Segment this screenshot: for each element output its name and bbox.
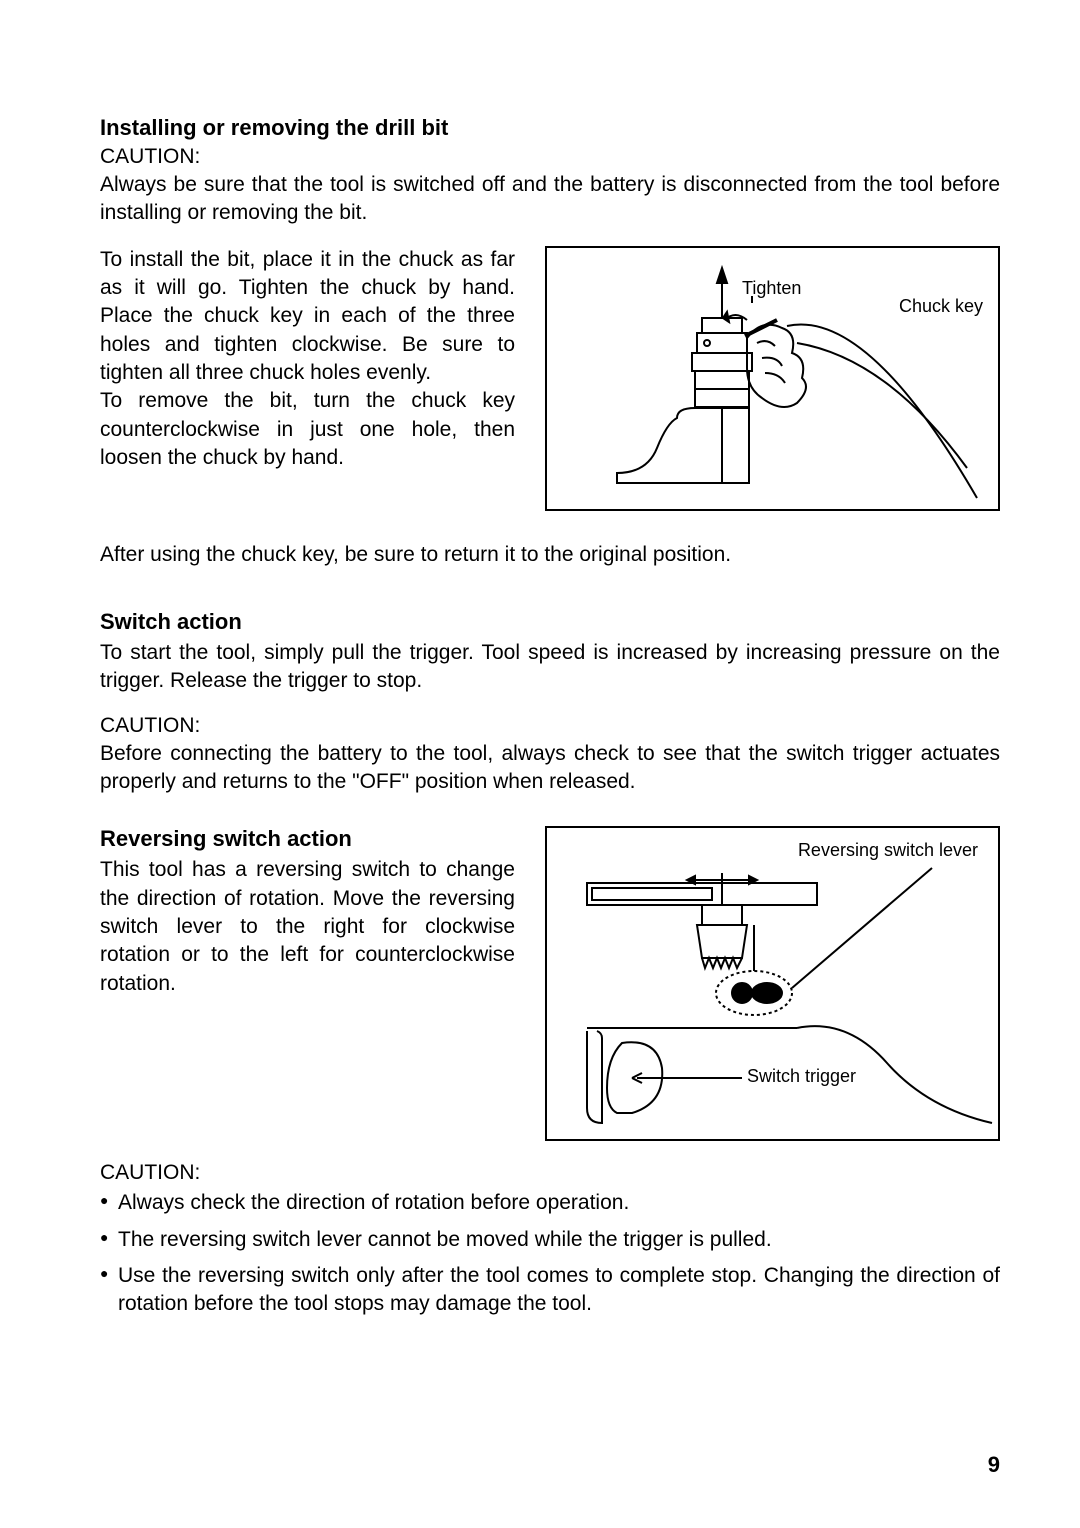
- page-number: 9: [988, 1452, 1000, 1478]
- section2-caution-label: CAUTION:: [100, 714, 1000, 738]
- section2-para: To start the tool, simply pull the trigg…: [100, 639, 1000, 696]
- bullet-item: Always check the direction of rotation b…: [100, 1189, 1000, 1217]
- fig1-label-chuckkey: Chuck key: [899, 296, 983, 317]
- section1-caution-label: CAUTION:: [100, 145, 1000, 169]
- section1-para1: To install the bit, place it in the chuc…: [100, 246, 515, 388]
- section3-para: This tool has a reversing switch to chan…: [100, 856, 515, 998]
- section1-caution-text: Always be sure that the tool is switched…: [100, 171, 1000, 228]
- section2-title: Switch action: [100, 609, 1000, 635]
- section1-after-text: After using the chuck key, be sure to re…: [100, 541, 1000, 569]
- bullet-item: The reversing switch lever cannot be mov…: [100, 1226, 1000, 1254]
- fig1-label-tighten: Tighten: [742, 278, 801, 299]
- bullet-item: Use the reversing switch only after the …: [100, 1262, 1000, 1319]
- section3-caution-label: CAUTION:: [100, 1161, 1000, 1185]
- section3-bullets: Always check the direction of rotation b…: [100, 1189, 1000, 1318]
- section1-para2: To remove the bit, turn the chuck key co…: [100, 387, 515, 472]
- figure-chuck-key: Tighten Chuck key: [545, 246, 1000, 511]
- section3-row: Reversing switch action This tool has a …: [100, 826, 1000, 1141]
- fig2-label-trigger: Switch trigger: [747, 1066, 856, 1087]
- figure-reversing-switch: Reversing switch lever Switch trigger: [545, 826, 1000, 1141]
- section1-row: To install the bit, place it in the chuc…: [100, 246, 1000, 511]
- section2-caution-text: Before connecting the battery to the too…: [100, 740, 1000, 797]
- fig2-label-revswitch: Reversing switch lever: [798, 840, 978, 861]
- section3-title: Reversing switch action: [100, 826, 515, 852]
- section1-title: Installing or removing the drill bit: [100, 115, 1000, 141]
